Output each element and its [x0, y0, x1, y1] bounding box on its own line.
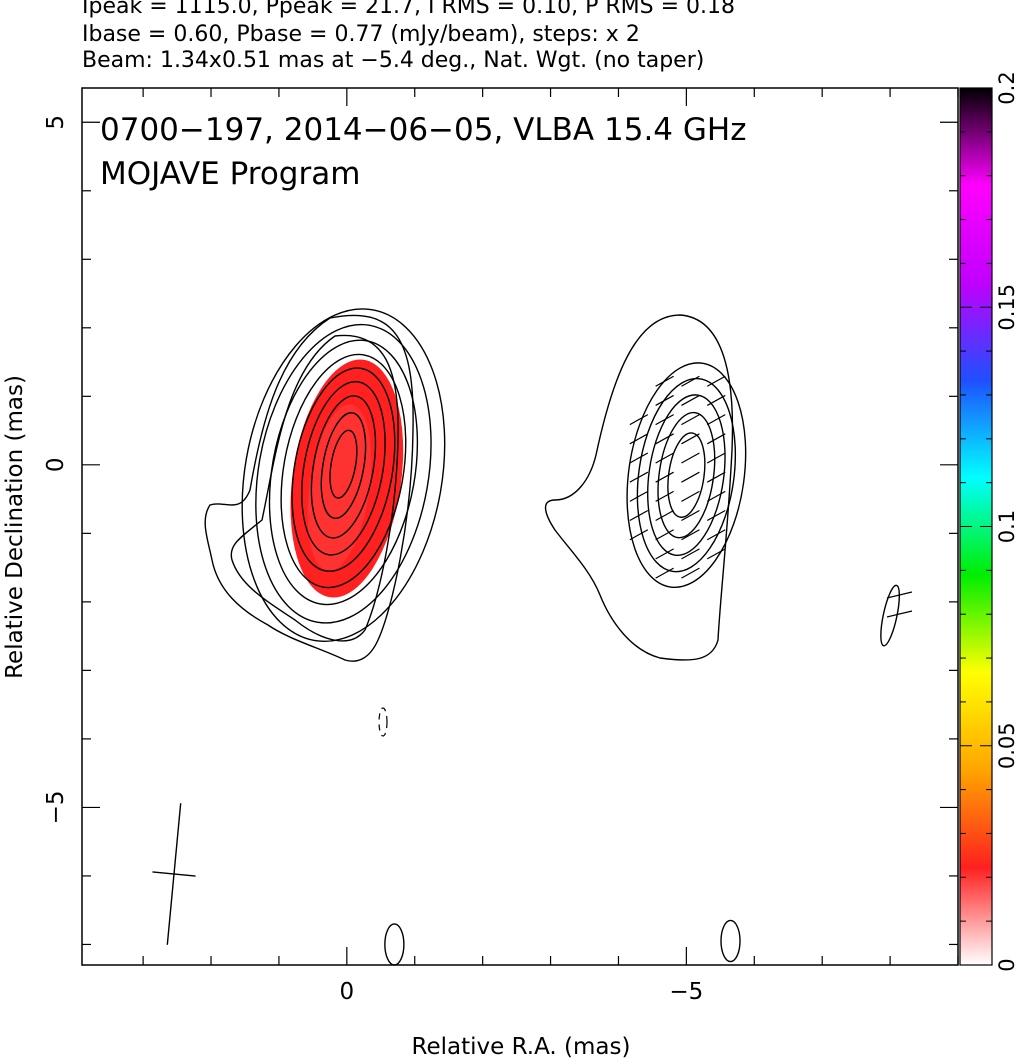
stokes-i-contour-7 [291, 367, 396, 572]
evpa-tick [655, 394, 674, 406]
x-tick-label: −5 [669, 979, 703, 1005]
colorbar-tick-label: 0.05 [995, 722, 1019, 769]
evpa-tick [681, 548, 700, 560]
evpa-tick [681, 394, 700, 406]
colorbar-tick-label: 0 [995, 958, 1019, 971]
stokes-i-contour-3 [241, 308, 446, 643]
colorbar-tick-label: 0.15 [995, 284, 1019, 331]
evpa-tick [886, 610, 913, 618]
pol-outer-contour [544, 314, 734, 661]
evpa-tick [655, 529, 674, 541]
pol-contour-6 [667, 432, 706, 518]
y-tick-label: 0 [43, 458, 69, 473]
evpa-tick [629, 452, 649, 464]
header-line-2: Ibase = 0.60, Pbase = 0.77 (mJy/beam), s… [82, 22, 640, 47]
evpa-tick [629, 414, 649, 426]
evpa-tick [655, 452, 674, 464]
y-tick-label: 5 [43, 115, 69, 130]
stokes-i-contour-11 [329, 429, 358, 499]
x-tick-label: 0 [340, 979, 355, 1005]
evpa-tick [629, 471, 649, 483]
evpa-tick [706, 471, 726, 483]
small-contour-right [720, 919, 741, 963]
evpa-tick [655, 567, 674, 579]
stokes-i-contour-9 [310, 395, 377, 539]
evpa-tick [706, 490, 726, 502]
evpa-tick [706, 394, 726, 406]
evpa-tick [681, 510, 700, 522]
pol-contour-4 [647, 394, 726, 557]
colormap-region-inner [307, 404, 372, 571]
annotations: 0700−197, 2014−06−05, VLBA 15.4 GHz MOJA… [2, 112, 746, 1060]
evpa-tick [629, 490, 649, 502]
evpa-tick [706, 375, 726, 387]
colorbar-tick-label: 0.2 [995, 71, 1019, 104]
stokes-i-contour-2 [230, 334, 399, 642]
evpa-tick [706, 548, 726, 560]
evpa-tick [706, 433, 726, 445]
header-line-1: Ipeak = 1115.0, Ppeak = 21.7, I RMS = 0.… [82, 0, 735, 19]
evpa-tick [706, 414, 726, 426]
evpa-tick [681, 567, 700, 579]
header-line-3: Beam: 1.34x0.51 mas at −5.4 deg., Nat. W… [82, 48, 705, 73]
evpa-tick [655, 510, 674, 522]
evpa-tick [629, 510, 649, 522]
chart-title: 0700−197, 2014−06−05, VLBA 15.4 GHz [100, 112, 746, 148]
y-tick-label: −5 [43, 790, 69, 824]
colorbar-tick-label: 0.1 [995, 510, 1019, 543]
plot-area: 0 −5 5 0 −5 0 0.05 0.1 0.15 0.2 [43, 71, 1019, 1005]
small-contour-left [384, 923, 405, 966]
stokes-i-contour-6 [280, 353, 407, 589]
plot-frame [81, 87, 959, 966]
stokes-i-contour-10 [320, 412, 367, 519]
evpa-tick [681, 414, 700, 426]
negative-contour [378, 707, 388, 737]
evpa-tick [681, 452, 700, 464]
evpa-tick [706, 510, 726, 522]
edge-contour [880, 584, 901, 647]
evpa-tick [681, 433, 700, 445]
pol-contour-3 [636, 377, 737, 573]
evpa-tick [655, 490, 674, 502]
stokes-i-contour-8 [301, 380, 386, 556]
x-axis-label: Relative R.A. (mas) [412, 1034, 631, 1060]
stokes-i-outer-contour [204, 314, 414, 662]
evpa-tick [655, 433, 674, 445]
evpa-tick [629, 433, 649, 445]
evpa-tick [681, 529, 700, 541]
stokes-i-contour-5 [268, 339, 419, 606]
evpa-tick [886, 591, 913, 599]
evpa-tick [655, 471, 674, 483]
evpa-tick [655, 548, 674, 560]
evpa-tick [681, 471, 700, 483]
evpa-tick [655, 414, 674, 426]
evpa-tick [706, 529, 726, 541]
evpa-tick [681, 490, 700, 502]
chart-subtitle: MOJAVE Program [100, 156, 360, 192]
evpa-tick [655, 375, 674, 387]
y-axis-label: Relative Declination (mas) [2, 375, 28, 679]
beam-minor-axis [152, 871, 196, 877]
stokes-i-contour-4 [255, 323, 432, 624]
evpa-tick [629, 529, 649, 541]
evpa-tick [681, 375, 700, 387]
evpa-tick [706, 452, 726, 464]
pol-contour-2 [626, 362, 747, 589]
